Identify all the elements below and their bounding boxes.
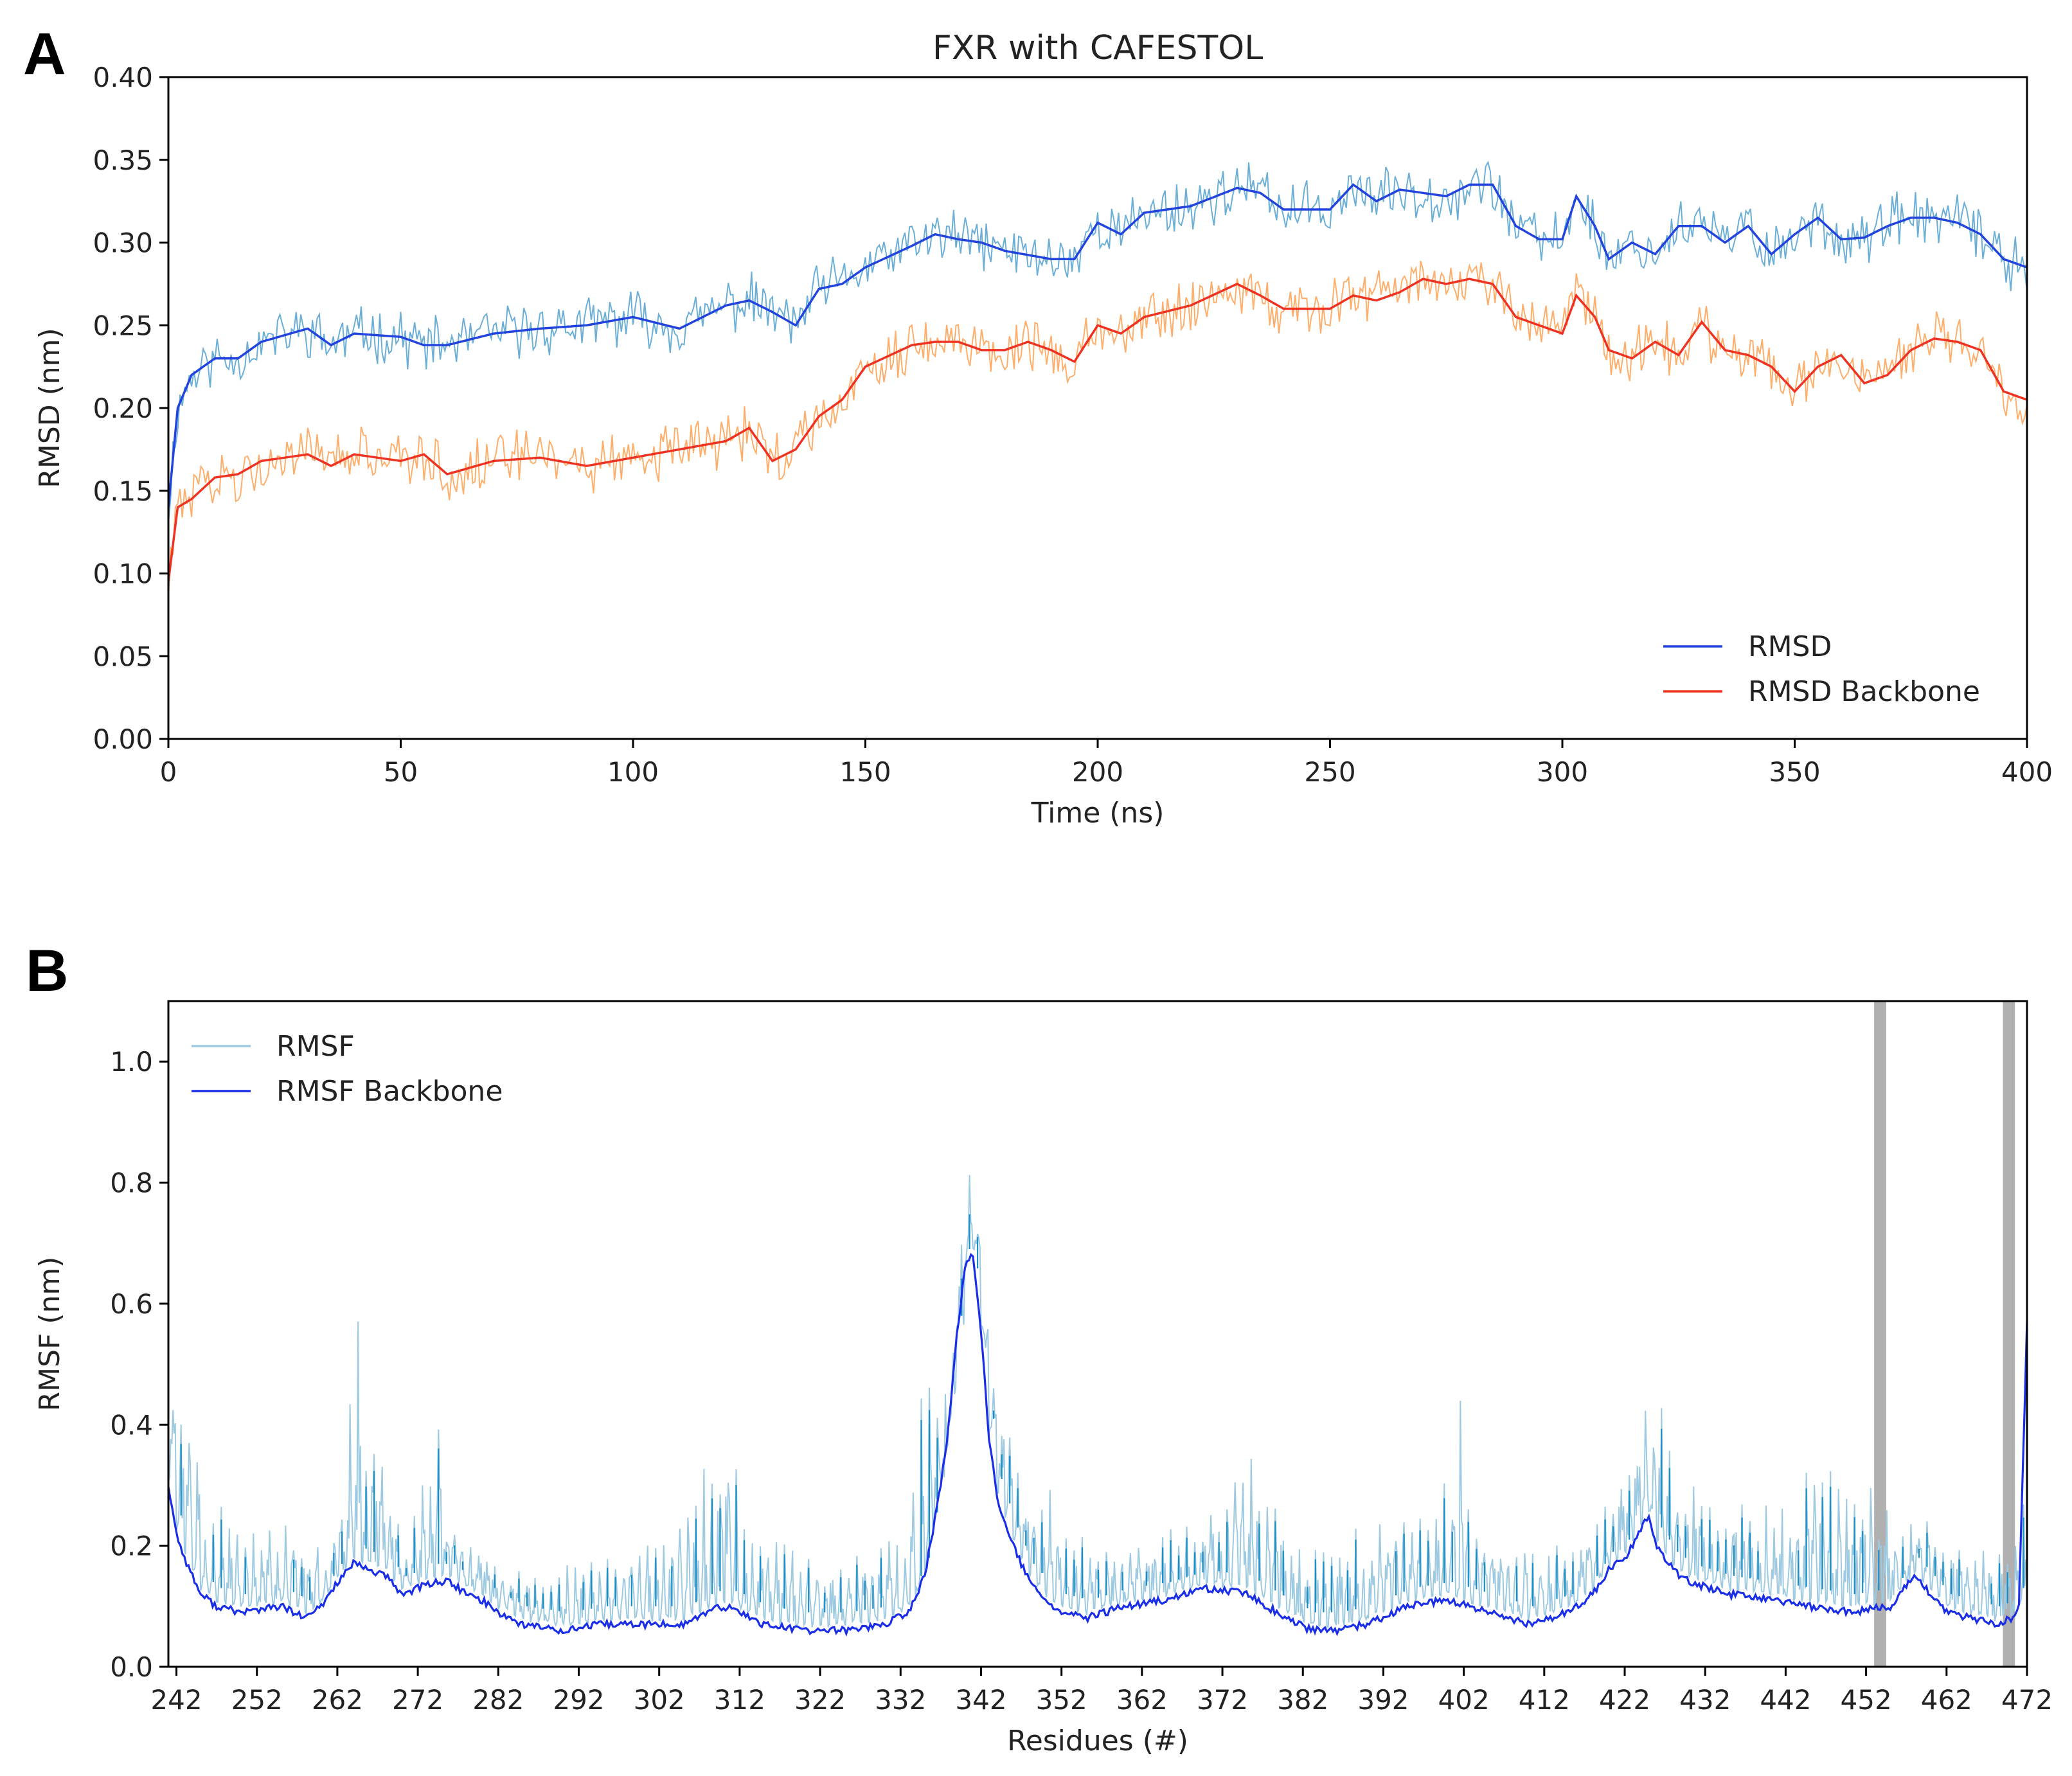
rmsf-xtick-label: 332 [875, 1684, 926, 1716]
rmsf-xtick-label: 272 [392, 1684, 443, 1716]
rmsd-ytick-label: 0.40 [93, 62, 153, 93]
rmsd-xtick-label: 150 [839, 756, 891, 788]
panel-letter-b: B [26, 938, 68, 1004]
rmsf-y-axis-label: RMSF (nm) [33, 1257, 66, 1412]
rmsf-xtick-label: 462 [1921, 1684, 1972, 1716]
rmsf-plot-area [168, 1001, 2027, 1667]
rmsf-xtick-label: 412 [1519, 1684, 1570, 1716]
rmsf-xtick-label: 242 [150, 1684, 202, 1716]
rmsf-chart: 242 252 262 272 282 292 302 312 322 332 342 352 362 3… [33, 1000, 2053, 1757]
rmsf-xtick-label: 452 [1841, 1684, 1892, 1716]
rmsd-smooth-series-1 [168, 278, 2027, 582]
rmsd-chart: 0 50 100 150 200 250 300 350 400 0.00 0.05 0.10 0.15… [33, 29, 2053, 830]
rmsf-xtick-label: 292 [553, 1684, 604, 1716]
rmsf-all-atom-highlights [180, 1214, 2024, 1613]
rmsd-ytick-label: 0.05 [93, 641, 153, 672]
rmsf-shaded-region [1874, 1001, 1886, 1667]
rmsf-backbone-series [168, 1252, 2027, 1637]
rmsf-xtick-label: 442 [1760, 1684, 1811, 1716]
rmsf-xtick-label: 392 [1357, 1684, 1409, 1716]
rmsf-plot-frame [167, 1000, 2028, 1668]
rmsd-ytick-label: 0.00 [93, 724, 153, 755]
rmsd-xtick-label: 400 [2001, 756, 2053, 788]
rmsd-legend-label: RMSD [1748, 630, 1832, 663]
rmsd-raw-series-1 [168, 260, 2027, 600]
rmsf-xtick-label: 322 [794, 1684, 846, 1716]
rmsd-xtick-label: 100 [607, 756, 659, 788]
rmsd-xtick-label: 300 [1537, 756, 1588, 788]
rmsf-xtick-label: 382 [1277, 1684, 1328, 1716]
rmsf-ytick-label: 0.4 [110, 1409, 153, 1441]
rmsf-xtick-label: 302 [634, 1684, 685, 1716]
rmsf-ytick-label: 0.0 [110, 1651, 153, 1683]
rmsd-ytick-label: 0.20 [93, 393, 153, 424]
rmsd-ytick-label: 0.25 [93, 310, 153, 341]
rmsf-legend-label: RMSF [276, 1030, 355, 1063]
rmsf-ytick-label: 1.0 [110, 1046, 153, 1078]
rmsd-ytick-label: 0.15 [93, 475, 153, 507]
rmsf-ytick-label: 0.8 [110, 1168, 153, 1199]
rmsf-ytick-label: 0.6 [110, 1288, 153, 1320]
panel-letter-a: A [23, 21, 66, 87]
rmsf-xtick-label: 342 [955, 1684, 1006, 1716]
rmsd-ytick-label: 0.10 [93, 558, 153, 590]
rmsf-xtick-label: 352 [1036, 1684, 1087, 1716]
rmsf-xtick-label: 282 [472, 1684, 524, 1716]
rmsd-chart-title: FXR with CAFESTOL [933, 29, 1263, 67]
rmsf-shaded-region [2003, 1001, 2015, 1667]
rmsd-xtick-label: 200 [1072, 756, 1123, 788]
rmsd-xtick-label: 50 [384, 756, 418, 788]
rmsf-xtick-label: 472 [2001, 1684, 2053, 1716]
rmsd-ytick-label: 0.30 [93, 227, 153, 259]
rmsd-ytick-label: 0.35 [93, 145, 153, 176]
rmsf-xtick-label: 262 [312, 1684, 363, 1716]
rmsd-smooth-series-0 [168, 183, 2027, 508]
rmsf-xtick-label: 402 [1438, 1684, 1490, 1716]
rmsf-all-atom-series [168, 1175, 2027, 1628]
rmsd-xtick-label: 0 [160, 756, 177, 788]
rmsf-xtick-label: 312 [714, 1684, 765, 1716]
rmsf-xtick-label: 422 [1599, 1684, 1650, 1716]
rmsd-xtick-label: 350 [1769, 756, 1820, 788]
rmsf-ytick-label: 0.2 [110, 1531, 153, 1562]
rmsf-xtick-label: 362 [1116, 1684, 1168, 1716]
rmsd-raw-series-0 [168, 161, 2027, 523]
rmsd-plot-area [168, 161, 2027, 600]
rmsf-x-axis-label: Residues (#) [1007, 1725, 1188, 1757]
rmsd-x-axis-label: Time (ns) [1031, 797, 1165, 830]
rmsf-legend-label: RMSF Backbone [276, 1075, 503, 1108]
rmsd-xtick-label: 250 [1304, 756, 1355, 788]
rmsf-xtick-label: 432 [1679, 1684, 1731, 1716]
rmsf-xtick-label: 372 [1197, 1684, 1248, 1716]
rmsf-xtick-label: 252 [231, 1684, 283, 1716]
rmsd-plot-frame [167, 76, 2028, 740]
rmsd-legend-label: RMSD Backbone [1748, 675, 1980, 708]
rmsd-y-axis-label: RMSD (nm) [33, 328, 66, 488]
